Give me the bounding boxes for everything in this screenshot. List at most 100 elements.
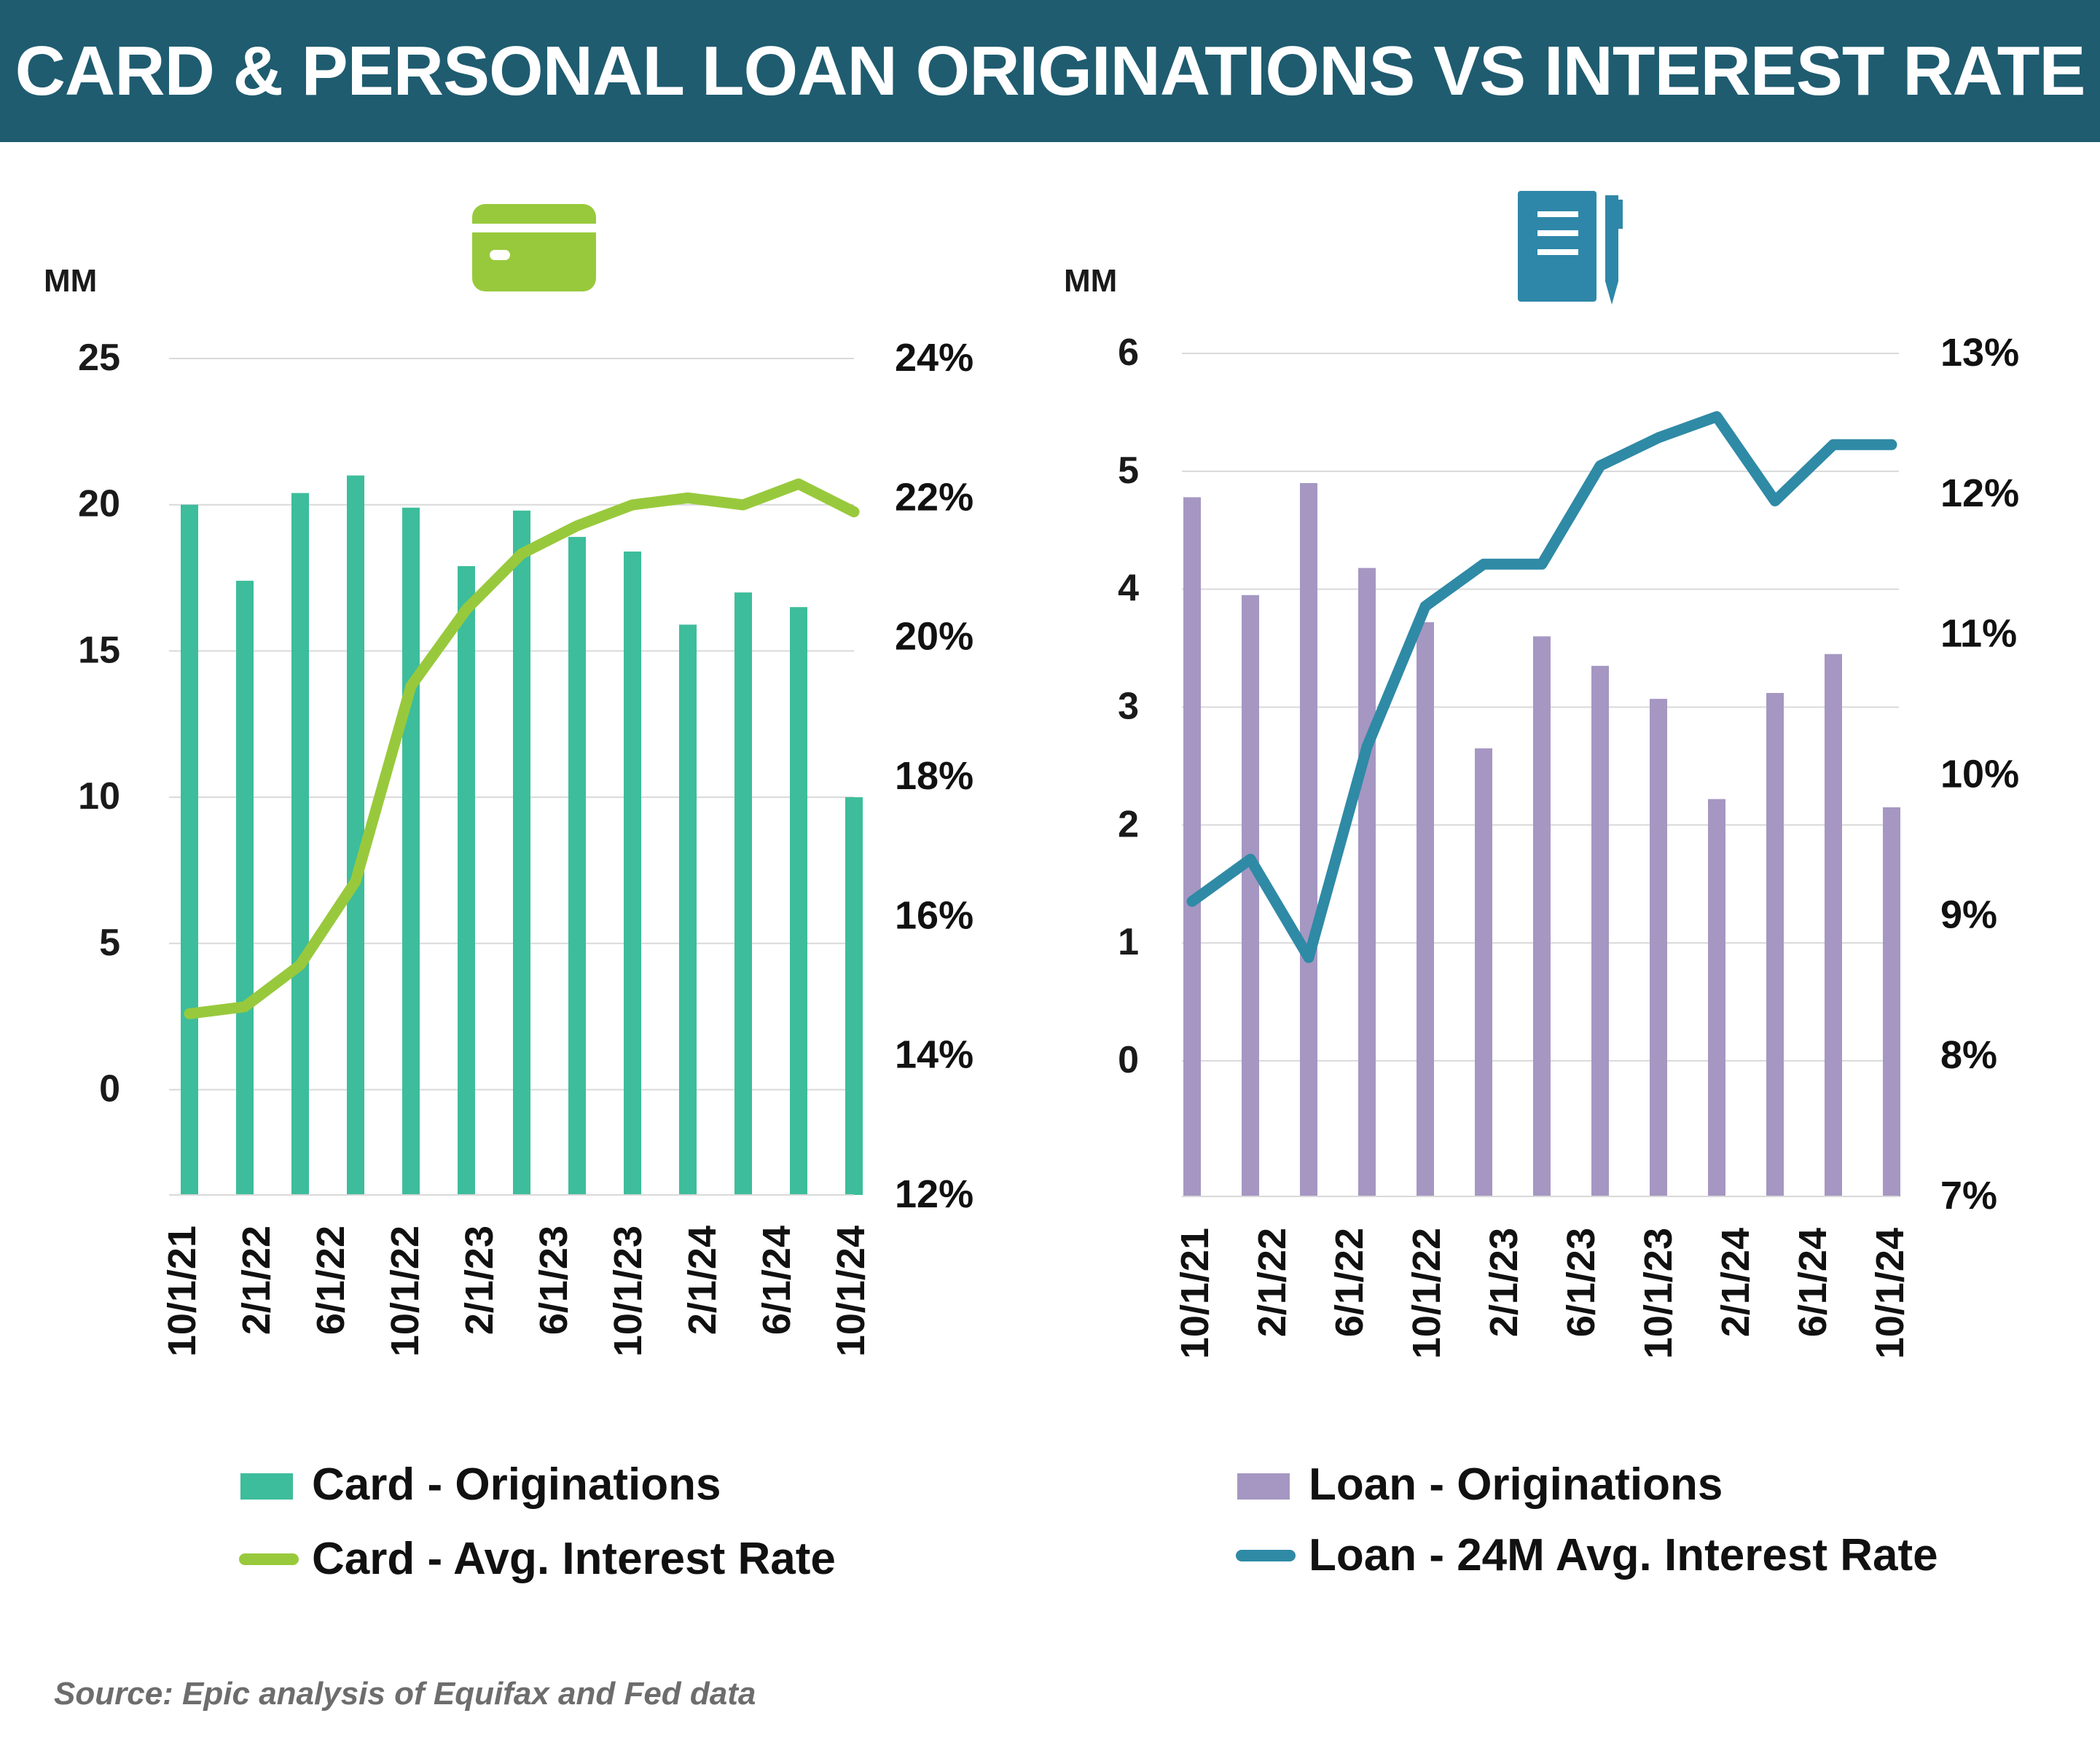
y2-tick-label: 12%	[1940, 471, 2019, 515]
y2-tick-label: 24%	[895, 336, 973, 380]
rate-point	[299, 964, 301, 966]
y-tick-label: 5	[99, 922, 120, 964]
y2-tick-label: 8%	[1940, 1033, 1997, 1077]
bar	[1766, 693, 1784, 1196]
rate-point	[576, 525, 578, 527]
rate-point	[466, 608, 467, 611]
x-tick-label: 2/1/22	[235, 1226, 278, 1335]
rate-point	[1833, 444, 1834, 446]
bar	[1825, 654, 1842, 1196]
legend-swatch-bar	[1237, 1473, 1290, 1500]
bar	[181, 504, 198, 1195]
y2-tick-label: 22%	[895, 475, 973, 519]
y-tick-label: 4	[1118, 568, 1139, 610]
rate-point	[1599, 465, 1601, 467]
x-tick-label: 6/1/23	[1559, 1228, 1603, 1337]
rate-point	[355, 880, 356, 882]
y-tick-label: 0	[99, 1067, 120, 1110]
x-tick-label: 2/1/23	[458, 1226, 501, 1335]
legend: Card - Originations Card - Avg. Interest …	[239, 1459, 836, 1584]
legend-label-bars: Loan - Originations	[1309, 1459, 1723, 1510]
rate-point	[410, 685, 412, 687]
x-tick-label: 6/1/22	[1328, 1228, 1371, 1337]
x-tick-label: 10/1/23	[1637, 1228, 1680, 1359]
rate-point	[632, 503, 633, 506]
rate-point	[687, 497, 689, 499]
y-unit-label: MM	[44, 263, 97, 299]
x-tick-label: 2/1/24	[681, 1226, 724, 1335]
legend: Loan - Originations Loan - 24M Avg. Inter…	[1236, 1459, 1938, 1580]
x-tick-label: 10/1/22	[383, 1226, 427, 1357]
rate-point	[1658, 436, 1659, 439]
rate-point	[1716, 415, 1717, 418]
y2-tick-label: 7%	[1940, 1174, 1997, 1218]
bar	[402, 507, 420, 1195]
y2-tick-label: 14%	[895, 1033, 973, 1077]
x-tick-label: 10/1/22	[1405, 1228, 1449, 1359]
rate-point	[521, 552, 522, 554]
page-title: CARD & PERSONAL LOAN ORIGINATIONS VS INT…	[15, 31, 2086, 110]
y-tick-label: 5	[1118, 450, 1139, 492]
y2-tick-label: 20%	[895, 615, 973, 659]
x-tick-label: 2/1/23	[1482, 1228, 1526, 1337]
legend-label-line: Card - Avg. Interest Rate	[312, 1534, 836, 1584]
y2-tick-label: 12%	[895, 1172, 973, 1216]
y-tick-label: 15	[78, 629, 120, 671]
x-tick-label: 10/1/21	[160, 1226, 204, 1357]
y-tick-label: 6	[1118, 332, 1139, 374]
x-tick-label: 2/1/24	[1714, 1228, 1758, 1337]
rate-point	[1366, 745, 1368, 748]
rate-point	[1191, 901, 1193, 903]
legend-label-line: Loan - 24M Avg. Interest Rate	[1309, 1530, 1938, 1580]
rate-point	[1425, 605, 1426, 608]
x-tick-label: 6/1/23	[532, 1226, 576, 1335]
rate-point	[1541, 563, 1543, 565]
rate-point	[1483, 563, 1484, 565]
card-chart: MM 0 5 10 15 20 25 12% 14% 16% 18% 20% 22% 24% 10/1/21…	[44, 263, 973, 1584]
bar	[1708, 799, 1725, 1196]
bar	[679, 624, 697, 1195]
source-note: Source: Epic analysis of Equifax and Fed…	[54, 1676, 756, 1712]
rate-point	[1308, 957, 1309, 959]
rate-point	[1774, 500, 1776, 502]
y2-tick-label: 10%	[1940, 753, 2019, 796]
bar	[1242, 595, 1259, 1196]
x-tick-label: 10/1/21	[1173, 1228, 1217, 1359]
bar	[1475, 748, 1492, 1196]
y-tick-label: 1	[1118, 921, 1139, 963]
bar	[1883, 807, 1900, 1196]
y-tick-label: 0	[1118, 1039, 1139, 1081]
bar	[1417, 622, 1434, 1196]
bar	[1591, 665, 1609, 1196]
bar	[513, 510, 530, 1195]
legend-swatch-bar	[240, 1473, 293, 1500]
bar	[1300, 483, 1317, 1196]
bar	[845, 797, 863, 1195]
y-tick-label: 25	[78, 337, 120, 379]
rate-point	[1250, 858, 1251, 861]
bar	[734, 592, 752, 1195]
bar	[1533, 636, 1551, 1196]
y2-tick-label: 16%	[895, 893, 973, 937]
y2-tick-label: 13%	[1940, 331, 2019, 375]
y-unit-label: MM	[1064, 263, 1117, 299]
rate-point	[189, 1013, 190, 1015]
x-tick-label: 2/1/22	[1250, 1228, 1294, 1337]
x-tick-label: 6/1/22	[309, 1226, 353, 1335]
bar	[568, 536, 586, 1195]
document-with-pen-icon	[1518, 191, 1623, 305]
bar	[347, 475, 364, 1195]
bar	[458, 565, 475, 1195]
y2-tick-label: 9%	[1940, 893, 1997, 936]
x-tick-label: 6/1/24	[755, 1226, 799, 1335]
rate-point	[244, 1006, 246, 1008]
y-tick-label: 2	[1118, 803, 1139, 845]
y2-tick-label: 11%	[1940, 612, 2017, 656]
y2-tick-label: 18%	[895, 754, 973, 798]
charts-canvas: MM051015202512%14%16%18%20%22%24%10/1/21…	[44, 191, 2019, 1584]
bar	[236, 581, 254, 1195]
credit-card-icon	[472, 204, 596, 291]
bar	[790, 607, 807, 1195]
rate-point	[743, 503, 744, 506]
x-tick-label: 6/1/24	[1791, 1228, 1835, 1337]
